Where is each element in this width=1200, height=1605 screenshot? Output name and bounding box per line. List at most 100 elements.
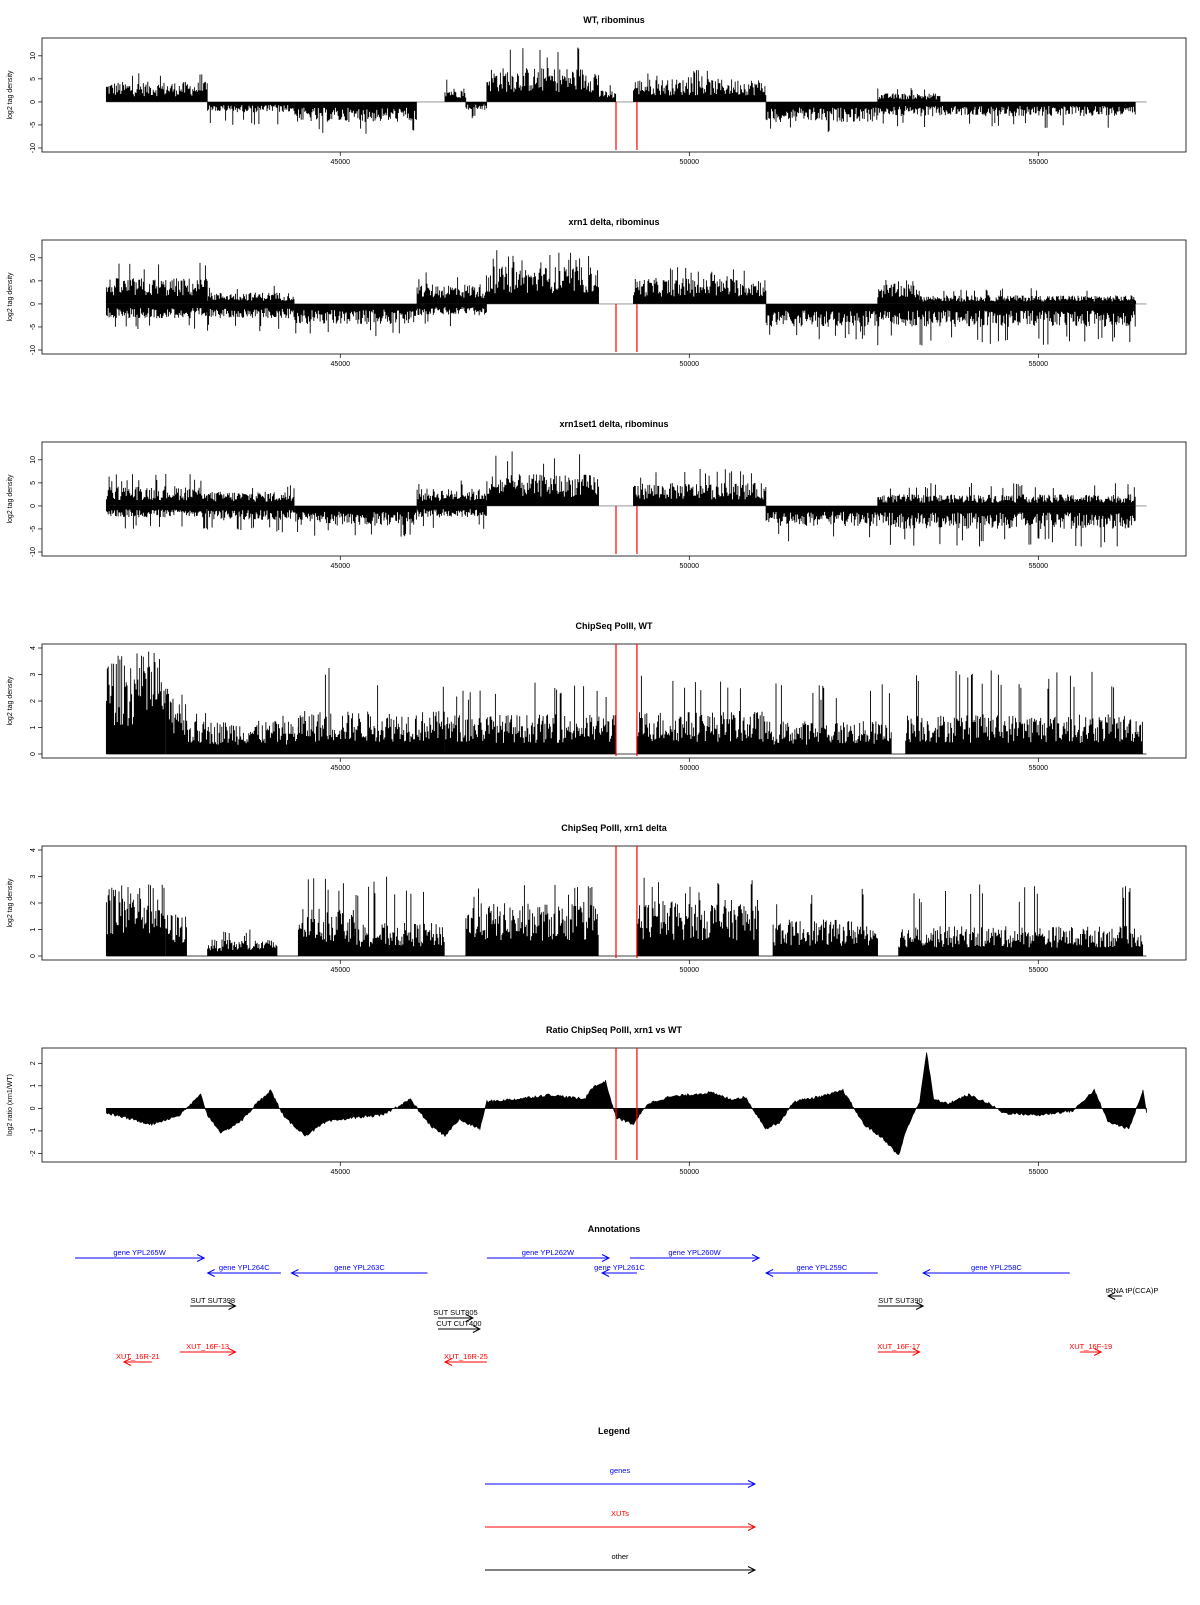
y-tick-label: -10 [30,143,37,153]
signal-bars [207,303,295,332]
y-tick-label: 0 [30,752,37,756]
y-tick-label: 0 [30,100,37,104]
y-tick-label: 10 [30,254,37,262]
y-axis-label: log2 tag density [7,878,14,928]
signal-bars [105,884,166,956]
y-tick-label: 4 [30,848,37,852]
xut-label: XUT_16R-25 [444,1352,488,1361]
gene-arrow-head [601,1254,611,1262]
gene-label: gene YPL264C [219,1263,270,1272]
x-tick-label: 55000 [1029,563,1049,570]
x-tick-label: 50000 [680,361,700,368]
other-arrow-head [465,1314,475,1322]
y-tick-label: 2 [30,699,37,703]
y-tick-label: -5 [30,526,37,532]
other-label: SUT SUT390 [878,1296,922,1305]
signal-bars [598,85,617,102]
xut-arrow-head [122,1358,132,1366]
xut-arrow-head [443,1358,453,1366]
y-axis-label: log2 tag density [7,272,14,322]
signal-bars [465,101,488,119]
annotations-title: Annotations [588,1224,641,1234]
x-tick-label: 50000 [680,765,700,772]
y-tick-label: 1 [30,1084,37,1088]
plot-frame [41,37,1187,153]
xut-arrow-head [912,1348,921,1356]
y-tick-label: 4 [30,646,37,650]
signal-bars [877,101,1136,128]
signal-bars [165,914,187,956]
xut-label: XUT_16F-13 [186,1342,229,1351]
y-tick-label: 0 [30,504,37,508]
signal-bars [207,101,295,125]
annotation-track: Annotations gene YPL265W gene YPL264C gene… [75,1224,1158,1366]
panel-title: xrn1set1 delta, ribominus [559,419,668,429]
panel-title: WT, ribominus [583,15,645,25]
y-tick-label: -5 [30,324,37,330]
plot-frame [41,1047,1187,1163]
xut-arrow-head [1093,1348,1103,1356]
other-arrow-head [472,1325,482,1333]
y-tick-label: -5 [30,122,37,128]
gene-label: gene YPL259C [797,1263,848,1272]
signal-bars [877,280,920,304]
legend-arrow-gene-head [747,1480,757,1488]
signal-bars [444,682,617,754]
signal-bars [105,303,208,329]
legend-label-xut: XUTs [611,1509,629,1518]
legend-label-gene: genes [610,1466,631,1475]
xut-label: XUT_16F-19 [1069,1342,1112,1351]
panel-title: Ratio ChipSeq PolII, xrn1 vs WT [546,1025,683,1035]
signal-bars [416,272,487,304]
chart-panel-1: WT, ribominus -10 -5 0 5 10 log2 tag density 45… [7,15,1187,166]
y-axis-label: log2 tag density [7,70,14,120]
y-axis-label: log2 tag density [7,676,14,726]
y-tick-label: 0 [30,302,37,306]
y-axis-label: log2 tag density [7,474,14,524]
signal-bars [636,675,767,754]
x-tick-label: 55000 [1029,361,1049,368]
y-tick-label: 5 [30,481,37,485]
legend: Legend genes XUTs other [485,1426,757,1574]
other-label: SUT SUT805 [433,1308,477,1317]
signal-bars [765,101,879,133]
signal-bars [105,73,208,102]
chart-panel-2: xrn1 delta, ribominus -10 -5 0 5 10 log2 tag d… [7,217,1187,368]
gene-arrow-head [206,1269,215,1277]
gene-arrow-head [922,1269,931,1277]
signal-bars [105,651,166,754]
chart-panel-6: Ratio ChipSeq PolII, xrn1 vs WT -2 -1 0 1 2 lo… [7,1025,1187,1176]
other-arrow-head [915,1302,925,1310]
other-label: tRNA tP(CCA)P [1106,1286,1159,1295]
y-tick-label: 2 [30,1061,37,1065]
signal-bars [186,713,299,754]
signal-bars [905,670,1143,754]
signal-bars [765,505,879,542]
signal-bars [297,878,355,956]
signal-bars [636,877,759,956]
chart-panel-4: ChipSeq PolII, WT 0 1 2 3 4 log2 tag density 45… [7,621,1187,772]
signal-bars [633,267,767,304]
signal-bars [207,485,295,506]
panel-title: ChipSeq PolII, xrn1 delta [561,823,668,833]
signal-bars [294,101,417,134]
signal-bars [486,250,599,304]
other-label: CUT CUT400 [436,1319,481,1328]
x-tick-label: 50000 [680,1169,700,1176]
signal-bars [105,474,208,506]
signal-bars [465,884,599,956]
y-tick-label: 1 [30,725,37,729]
signal-bars [297,668,445,754]
signal-bars [633,70,767,102]
y-tick-label: 10 [30,456,37,464]
legend-label-other: other [611,1552,629,1561]
legend-arrow-other-head [747,1566,757,1574]
plot-frame [41,441,1187,557]
x-tick-label: 55000 [1029,765,1049,772]
signal-bars [877,88,941,102]
signal-bars [105,505,208,529]
signal-bars [898,884,1144,956]
x-tick-label: 45000 [331,159,351,166]
